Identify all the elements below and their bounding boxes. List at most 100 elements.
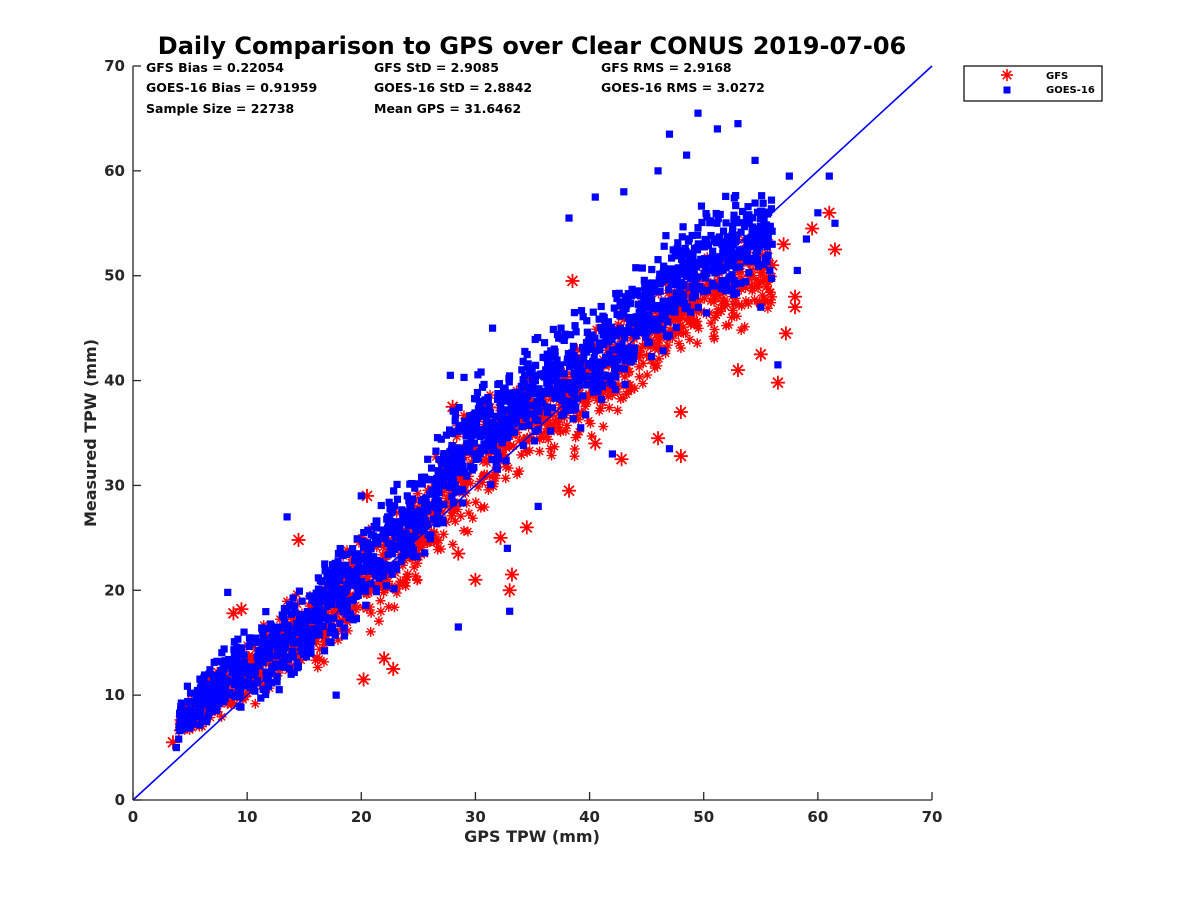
- goes16-point: [279, 648, 287, 656]
- goes16-point: [460, 373, 468, 382]
- goes16-point: [338, 551, 346, 560]
- goes16-point: [743, 246, 751, 254]
- goes16-point: [385, 528, 393, 537]
- goes16-point: [393, 480, 401, 489]
- goes16-point: [667, 303, 675, 312]
- goes16-point: [388, 570, 396, 578]
- goes16-point: [353, 566, 361, 574]
- gfs-point: [757, 267, 768, 278]
- goes16-point: [680, 300, 688, 308]
- goes16-point: [482, 413, 490, 421]
- goes16-point: [364, 565, 372, 574]
- goes16-point: [224, 588, 232, 596]
- goes16-point: [278, 638, 287, 646]
- goes16-point: [336, 619, 344, 628]
- goes16-point: [514, 389, 522, 398]
- goes16-point: [367, 563, 376, 571]
- goes16-point: [226, 658, 235, 667]
- goes16-point: [327, 622, 335, 630]
- gfs-point: [634, 371, 645, 382]
- goes16-point: [343, 569, 351, 577]
- goes16-point: [594, 388, 602, 396]
- goes16-point: [494, 453, 503, 462]
- goes16-point: [340, 624, 348, 632]
- goes16-point: [454, 452, 462, 460]
- gfs-point: [709, 324, 720, 335]
- goes16-point: [595, 315, 603, 323]
- goes16-point: [253, 653, 261, 661]
- goes16-point: [582, 348, 590, 356]
- gfs-point: [546, 450, 557, 461]
- goes16-point: [540, 339, 549, 347]
- goes16-point: [340, 632, 348, 640]
- goes16-point: [674, 271, 682, 279]
- goes16-point: [422, 476, 431, 484]
- gfs-point: [629, 383, 640, 394]
- goes16-point: [605, 350, 613, 358]
- goes16-point: [231, 680, 239, 688]
- goes16-point: [367, 545, 375, 553]
- goes16-point: [315, 610, 323, 618]
- goes16-point: [351, 557, 359, 565]
- goes16-point: [521, 371, 529, 379]
- goes16-point: [285, 664, 294, 672]
- goes16-point: [767, 196, 776, 204]
- goes16-point: [518, 366, 526, 374]
- goes16-point: [670, 273, 678, 281]
- goes16-point: [400, 513, 408, 521]
- goes16-point: [424, 507, 432, 515]
- goes16-point: [703, 286, 711, 295]
- goes16-point: [279, 657, 287, 665]
- goes16-point: [172, 743, 180, 752]
- goes16-point: [598, 382, 607, 391]
- gfs-point: [730, 363, 745, 378]
- goes16-point: [510, 428, 518, 436]
- gfs-point: [739, 321, 750, 332]
- goes16-point: [330, 585, 338, 593]
- gfs-point: [776, 237, 791, 252]
- goes16-point: [654, 167, 662, 175]
- goes16-point: [493, 465, 501, 473]
- gfs-point: [685, 315, 696, 326]
- y-tick-label: 30: [104, 476, 125, 494]
- goes16-point: [556, 361, 565, 369]
- goes16-point: [342, 561, 350, 569]
- goes16-point: [485, 441, 493, 449]
- goes16-point: [369, 558, 377, 566]
- goes16-point: [675, 246, 683, 255]
- gfs-point: [723, 319, 734, 330]
- gfs-point: [467, 513, 478, 524]
- goes16-point: [712, 209, 720, 218]
- goes16-point: [389, 565, 397, 573]
- goes16-point: [273, 672, 281, 681]
- goes16-point: [281, 618, 289, 626]
- goes16-point: [211, 702, 220, 711]
- goes16-point: [433, 513, 442, 521]
- gfs-point: [500, 473, 511, 484]
- goes16-point: [694, 109, 702, 117]
- goes16-point: [390, 487, 398, 495]
- goes16-point: [495, 434, 503, 442]
- goes16-point: [744, 203, 752, 211]
- gfs-point: [455, 511, 466, 522]
- goes16-point: [238, 677, 246, 685]
- goes16-point: [681, 261, 689, 269]
- goes16-point: [667, 254, 676, 262]
- goes16-point: [763, 243, 771, 251]
- goes16-point: [295, 587, 304, 595]
- goes16-point: [713, 219, 721, 227]
- goes16-point: [529, 387, 538, 395]
- gfs-point: [402, 569, 413, 580]
- goes16-point: [645, 311, 653, 319]
- goes16-point: [662, 232, 670, 240]
- goes16-point: [397, 557, 405, 566]
- goes16-point: [466, 418, 475, 426]
- goes16-point: [589, 388, 598, 396]
- goes16-point: [563, 385, 571, 394]
- goes16-point: [722, 252, 731, 260]
- goes16-point: [298, 622, 306, 630]
- x-tick-label: 30: [465, 808, 486, 826]
- goes16-point: [448, 492, 456, 501]
- goes16-point: [625, 323, 633, 332]
- stat-text: GOES-16 StD = 2.8842: [374, 80, 532, 95]
